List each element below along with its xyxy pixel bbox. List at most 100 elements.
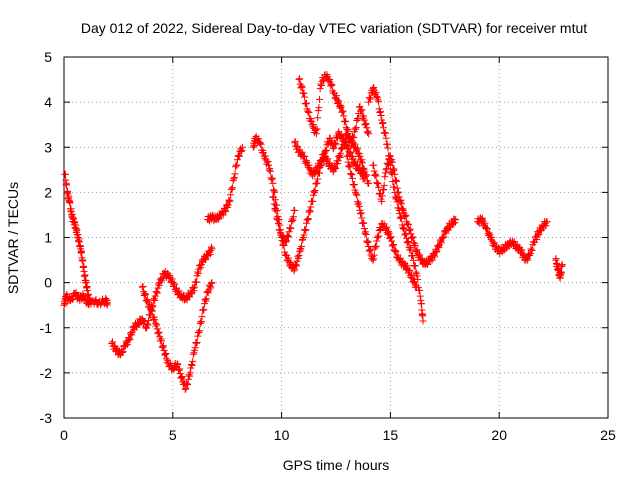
data-point (158, 337, 166, 345)
data-point (414, 275, 422, 283)
data-point (404, 238, 412, 246)
data-point (301, 93, 309, 101)
data-point (126, 336, 134, 344)
data-point (557, 268, 565, 276)
data-point (271, 188, 279, 196)
data-point (376, 108, 384, 116)
data-point (381, 169, 389, 177)
data-point (408, 234, 416, 242)
data-point (188, 361, 196, 369)
data-point (151, 296, 159, 304)
data-point (417, 300, 425, 308)
data-point (391, 170, 399, 178)
grid (64, 57, 608, 418)
data-point (228, 185, 236, 193)
data-point (372, 172, 380, 180)
data-point (233, 161, 241, 169)
data-point (148, 307, 156, 315)
data-point (403, 262, 411, 270)
data-point (337, 150, 345, 158)
data-point (118, 349, 126, 357)
x-tick-label: 15 (383, 427, 399, 443)
y-tick-label: 2 (44, 184, 52, 200)
data-point (406, 267, 414, 275)
data-point (375, 98, 383, 106)
data-point (289, 213, 297, 221)
data-point (143, 320, 151, 328)
data-point (358, 156, 366, 164)
data-point (197, 261, 205, 269)
data-point (337, 144, 345, 152)
data-point (416, 292, 424, 300)
data-point (313, 167, 321, 175)
data-point (284, 232, 292, 240)
data-point (414, 283, 422, 291)
data-point (359, 219, 367, 227)
data-point (337, 101, 345, 109)
data-point (332, 165, 340, 173)
data-point (527, 245, 535, 253)
data-point (353, 191, 361, 199)
data-point (396, 209, 404, 217)
data-point (383, 223, 391, 231)
data-point (266, 167, 274, 175)
data-point (181, 385, 189, 393)
data-point (335, 97, 343, 105)
y-tick-label: 4 (44, 94, 52, 110)
data-point (208, 279, 216, 287)
data-point (358, 167, 366, 175)
data-point (197, 264, 205, 272)
data-point (412, 268, 420, 276)
y-tick-label: -3 (40, 410, 53, 426)
data-point (332, 140, 340, 148)
data-point (357, 209, 365, 217)
data-point (151, 316, 159, 324)
data-point (273, 214, 281, 222)
data-point (352, 124, 360, 132)
data-point (158, 275, 166, 283)
data-point (229, 177, 237, 185)
data-point (390, 183, 398, 191)
data-point (224, 201, 232, 209)
data-point (430, 252, 438, 260)
data-point (311, 187, 319, 195)
data-point (144, 321, 152, 329)
data-point (370, 161, 378, 169)
series-track-j (343, 152, 421, 291)
data-point (383, 140, 391, 148)
data-point (378, 197, 386, 205)
data-point (386, 152, 394, 160)
data-point (354, 201, 362, 209)
data-point (478, 215, 486, 223)
data-point (488, 233, 496, 241)
x-axis-label: GPS time / hours (283, 457, 390, 473)
data-point (371, 170, 379, 178)
y-tick-label: 5 (44, 49, 52, 65)
data-point (383, 159, 391, 167)
data-point (365, 247, 373, 255)
data-point (317, 81, 325, 89)
data-point (340, 112, 348, 120)
data-point (375, 183, 383, 191)
data-point (366, 246, 374, 254)
data-point (299, 235, 307, 243)
data-point (317, 158, 325, 166)
data-point (235, 151, 243, 159)
data-point (154, 330, 162, 338)
data-point (202, 295, 210, 303)
data-point (481, 219, 489, 227)
series-track-l (369, 152, 460, 269)
data-point (403, 239, 411, 247)
data-point (399, 224, 407, 232)
data-point (348, 132, 356, 140)
data-point (292, 142, 300, 150)
data-point (195, 328, 203, 336)
data-point (335, 153, 343, 161)
data-point (66, 199, 74, 207)
data-point (338, 108, 346, 116)
data-point (327, 80, 335, 88)
data-point (178, 373, 186, 381)
data-point (344, 127, 352, 135)
data-point (270, 200, 278, 208)
data-point (304, 215, 312, 223)
